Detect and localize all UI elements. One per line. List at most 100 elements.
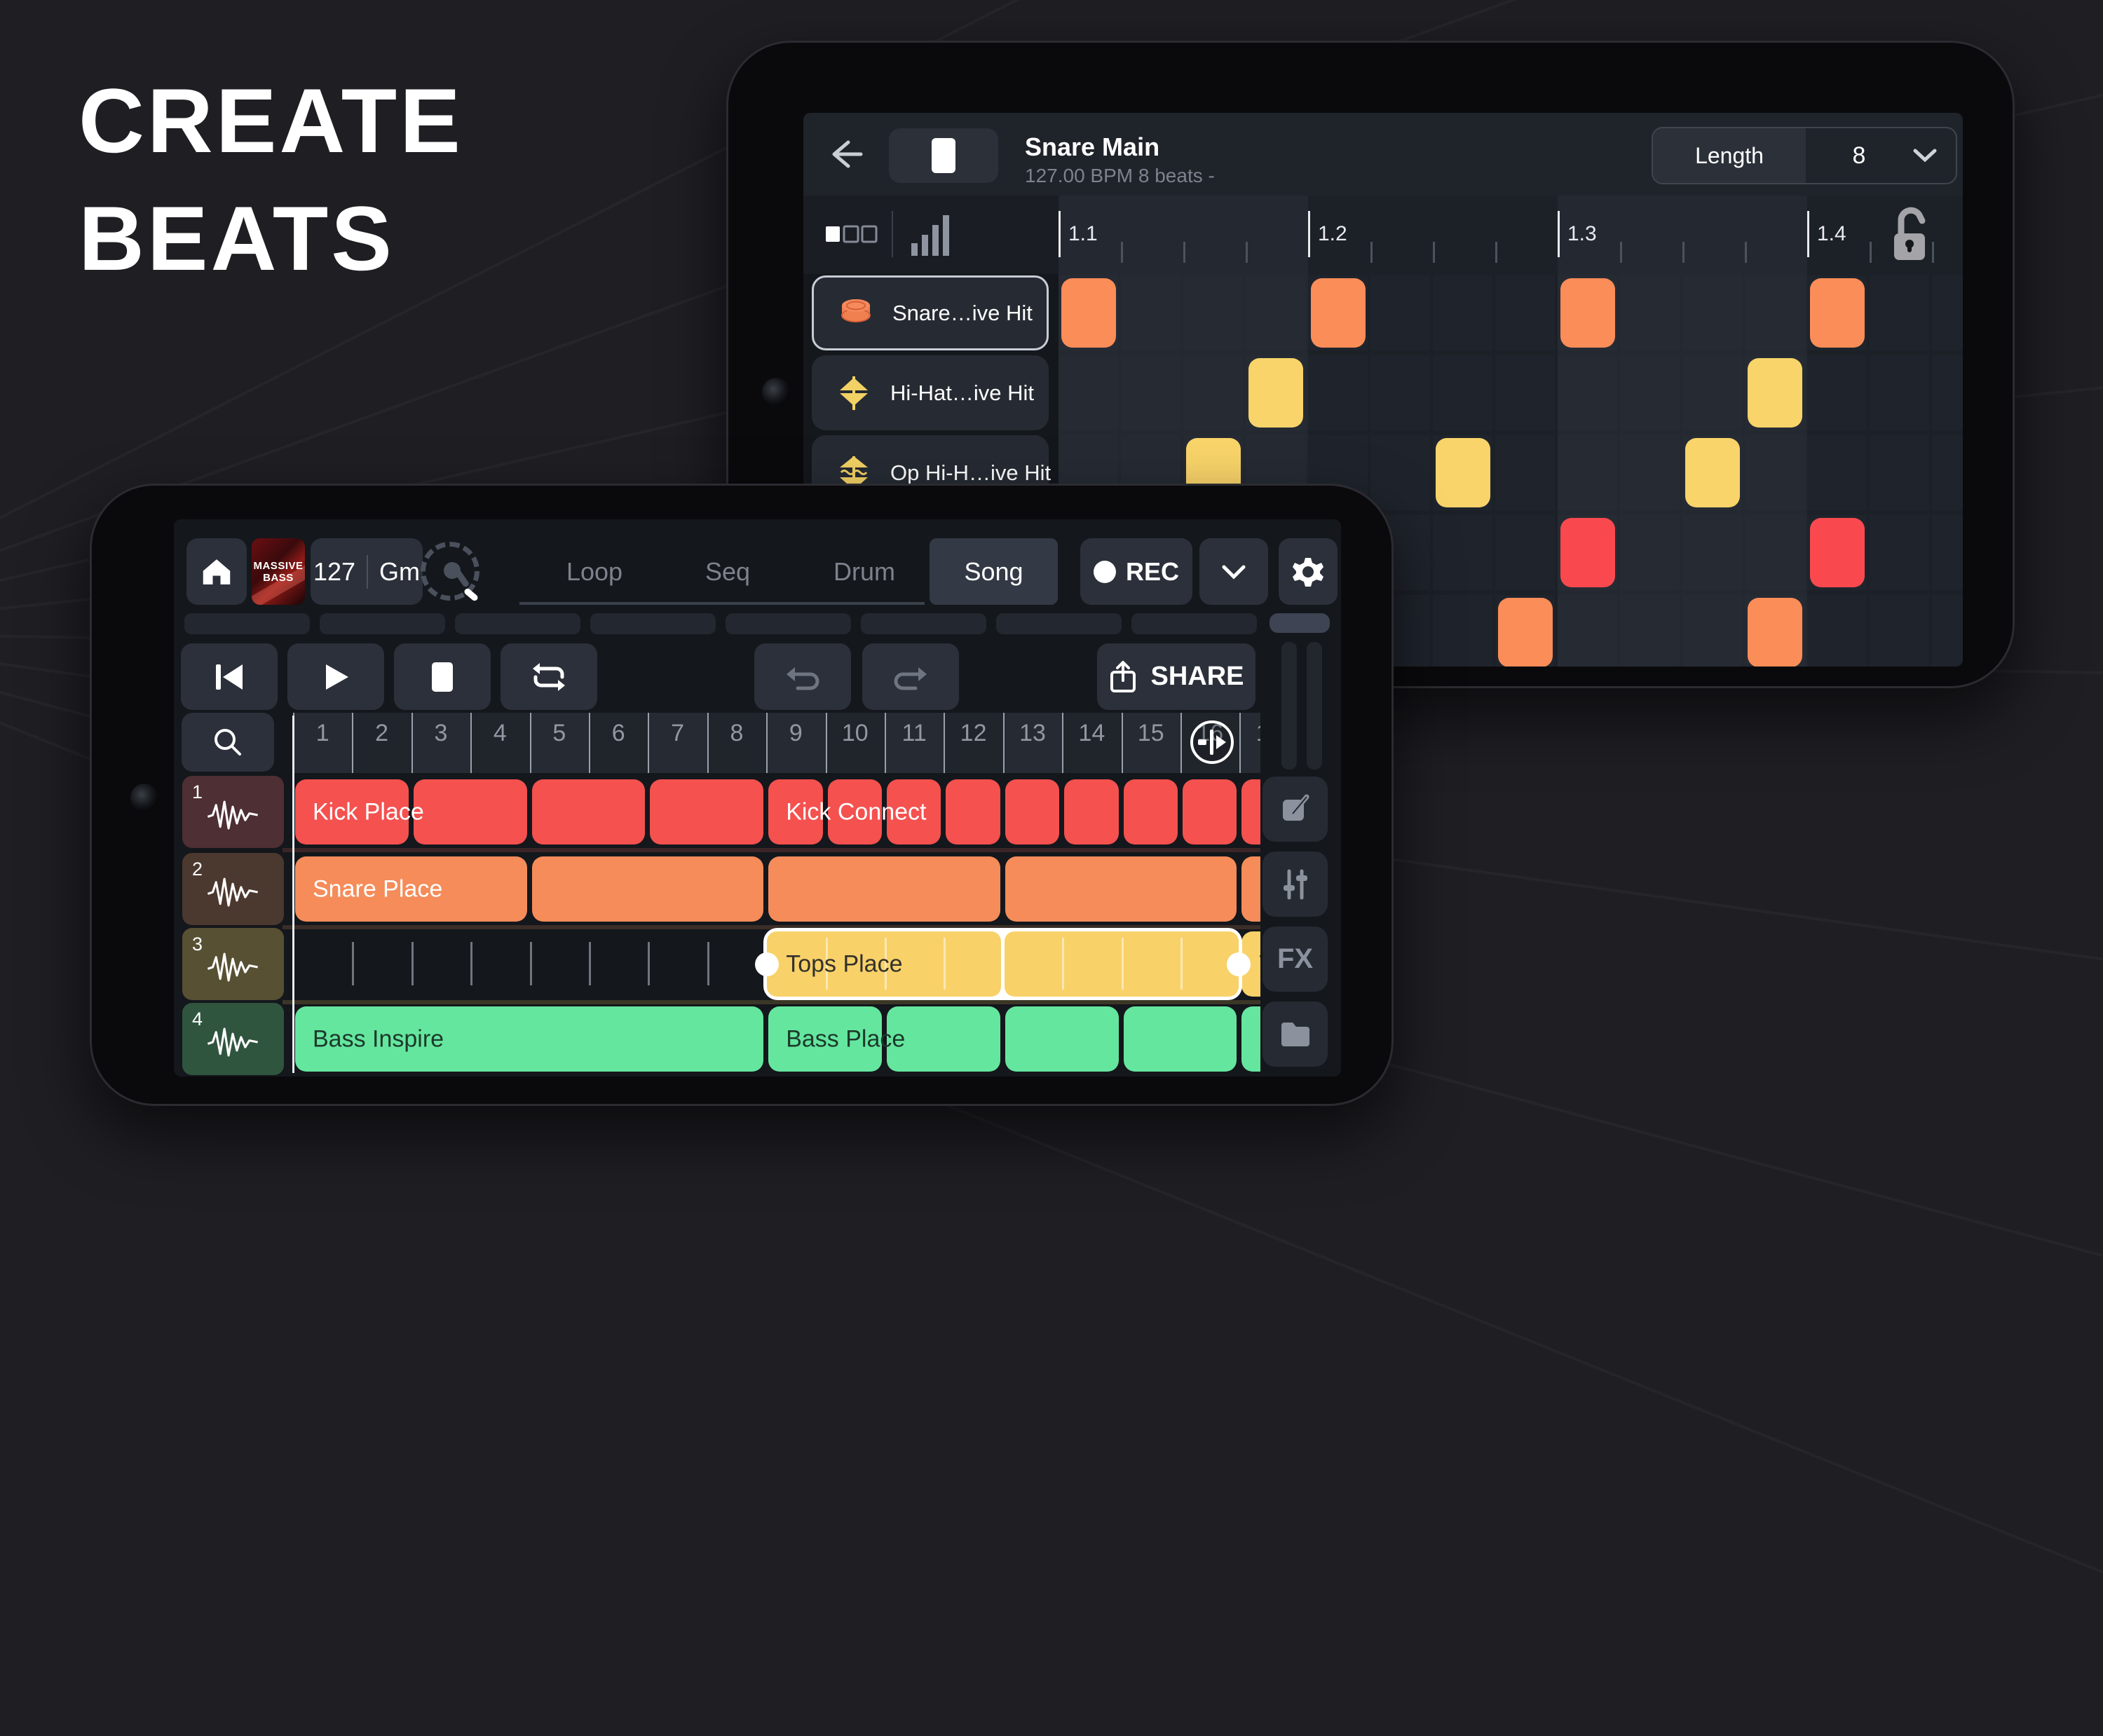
fx-button[interactable]: FX bbox=[1263, 927, 1328, 992]
clip[interactable] bbox=[531, 856, 764, 922]
back-icon[interactable] bbox=[824, 134, 866, 175]
step-cell[interactable] bbox=[1932, 355, 1963, 430]
clip[interactable] bbox=[531, 779, 646, 845]
step-cell[interactable] bbox=[1495, 515, 1555, 590]
album-art[interactable]: MASSIVE BASS bbox=[252, 538, 305, 605]
skip-start-button[interactable] bbox=[181, 643, 278, 710]
pad-strip-pill[interactable] bbox=[726, 613, 851, 634]
step-pad-red[interactable] bbox=[1560, 518, 1615, 587]
tempo-key-button[interactable]: 127 Gm bbox=[311, 538, 423, 605]
step-pad-orange[interactable] bbox=[1810, 278, 1865, 348]
step-cell[interactable] bbox=[1370, 355, 1430, 430]
clip[interactable] bbox=[1005, 779, 1060, 845]
step-cell[interactable] bbox=[1246, 355, 1305, 430]
step-cell[interactable] bbox=[1558, 435, 1617, 510]
step-cell[interactable] bbox=[1620, 275, 1680, 350]
clip-left-handle[interactable] bbox=[755, 952, 780, 976]
timeline-bar[interactable]: 11 bbox=[885, 713, 944, 773]
play-button[interactable] bbox=[287, 643, 384, 710]
selected-clip-segment[interactable] bbox=[767, 931, 1002, 997]
track-header[interactable]: 3 bbox=[182, 928, 284, 1000]
step-cell[interactable] bbox=[1682, 515, 1742, 590]
clip[interactable] bbox=[1241, 779, 1260, 845]
step-cell[interactable] bbox=[1745, 275, 1804, 350]
clip[interactable] bbox=[1241, 1006, 1260, 1072]
clip[interactable] bbox=[1005, 1006, 1119, 1072]
clip[interactable] bbox=[887, 779, 941, 845]
step-cell[interactable] bbox=[1870, 515, 1929, 590]
step-cell[interactable] bbox=[1558, 595, 1617, 667]
timeline-bar[interactable]: 10 bbox=[825, 713, 885, 773]
track-header[interactable]: 1 bbox=[182, 776, 284, 848]
step-cell[interactable] bbox=[1433, 435, 1492, 510]
meter-bars-icon[interactable] bbox=[910, 211, 955, 257]
tab-drum[interactable]: Drum bbox=[833, 556, 895, 586]
step-cell[interactable] bbox=[1807, 595, 1867, 667]
step-cell[interactable] bbox=[1370, 275, 1430, 350]
step-cell[interactable] bbox=[1433, 595, 1492, 667]
timeline-ruler[interactable]: 1234567891011121314151617 bbox=[283, 713, 1260, 773]
vertical-slider-right[interactable] bbox=[1307, 642, 1322, 770]
clip[interactable] bbox=[1123, 779, 1178, 845]
folder-button[interactable] bbox=[1263, 1002, 1328, 1067]
step-cell[interactable] bbox=[1807, 275, 1867, 350]
home-button[interactable] bbox=[186, 538, 247, 605]
step-cell[interactable] bbox=[1870, 435, 1929, 510]
redo-button[interactable] bbox=[862, 643, 959, 710]
dial-icon[interactable] bbox=[421, 542, 479, 603]
timeline-bar[interactable]: 3 bbox=[411, 713, 471, 773]
timeline-bar[interactable]: 14 bbox=[1062, 713, 1122, 773]
step-cell[interactable] bbox=[1620, 595, 1680, 667]
step-cell[interactable] bbox=[1495, 355, 1555, 430]
stop-button[interactable] bbox=[889, 128, 998, 183]
step-cell[interactable] bbox=[1558, 515, 1617, 590]
step-pad-orange[interactable] bbox=[1498, 598, 1553, 667]
step-cell[interactable] bbox=[1370, 435, 1430, 510]
step-cell[interactable] bbox=[1870, 275, 1929, 350]
clip[interactable] bbox=[768, 1006, 882, 1072]
step-cell[interactable] bbox=[1932, 275, 1963, 350]
step-cell[interactable] bbox=[1183, 275, 1243, 350]
step-pad-yellow[interactable] bbox=[1685, 438, 1740, 507]
step-cell[interactable] bbox=[1932, 435, 1963, 510]
resize-handle-icon[interactable] bbox=[1190, 720, 1234, 764]
scroll-handle[interactable] bbox=[1270, 613, 1330, 633]
pad-strip-pill[interactable] bbox=[861, 613, 986, 634]
undo-button[interactable] bbox=[754, 643, 851, 710]
step-cell[interactable] bbox=[1807, 355, 1867, 430]
step-cell[interactable] bbox=[1059, 275, 1118, 350]
clip[interactable] bbox=[1241, 856, 1260, 922]
loop-button[interactable] bbox=[501, 643, 597, 710]
pads-view-icon[interactable] bbox=[824, 224, 880, 245]
track-header[interactable]: 2 bbox=[182, 853, 284, 925]
step-cell[interactable] bbox=[1870, 355, 1929, 430]
selected-clip[interactable] bbox=[763, 928, 1243, 1000]
mixer-button[interactable] bbox=[1263, 852, 1328, 917]
step-pad-yellow[interactable] bbox=[1436, 438, 1490, 507]
clip[interactable] bbox=[1005, 856, 1237, 922]
step-cell[interactable] bbox=[1932, 515, 1963, 590]
tab-song[interactable]: Song bbox=[930, 538, 1058, 605]
step-cell[interactable] bbox=[1807, 515, 1867, 590]
clip[interactable] bbox=[413, 779, 527, 845]
clip[interactable] bbox=[887, 1006, 1000, 1072]
pad-strip-pill[interactable] bbox=[455, 613, 580, 634]
step-cell[interactable] bbox=[1682, 275, 1742, 350]
lock-open-icon[interactable] bbox=[1888, 205, 1932, 270]
length-control[interactable]: Length 8 bbox=[1652, 127, 1957, 184]
clip-right-handle[interactable] bbox=[1227, 952, 1251, 976]
timeline-bar[interactable]: 15 bbox=[1121, 713, 1180, 773]
settings-button[interactable] bbox=[1279, 538, 1338, 605]
share-button[interactable]: SHARE bbox=[1097, 643, 1255, 710]
track-header[interactable]: 4 bbox=[182, 1003, 284, 1075]
clip[interactable] bbox=[768, 856, 1000, 922]
step-pad-orange[interactable] bbox=[1560, 278, 1615, 348]
step-cell[interactable] bbox=[1121, 355, 1180, 430]
timeline-bar[interactable]: 1 bbox=[293, 713, 353, 773]
step-pad-yellow[interactable] bbox=[1748, 358, 1802, 428]
clip[interactable] bbox=[1064, 779, 1119, 845]
track-lane[interactable]: Snare Place S bbox=[283, 853, 1260, 925]
step-cell[interactable] bbox=[1745, 515, 1804, 590]
rec-button[interactable]: REC bbox=[1080, 538, 1192, 605]
vertical-slider-left[interactable] bbox=[1281, 642, 1297, 770]
